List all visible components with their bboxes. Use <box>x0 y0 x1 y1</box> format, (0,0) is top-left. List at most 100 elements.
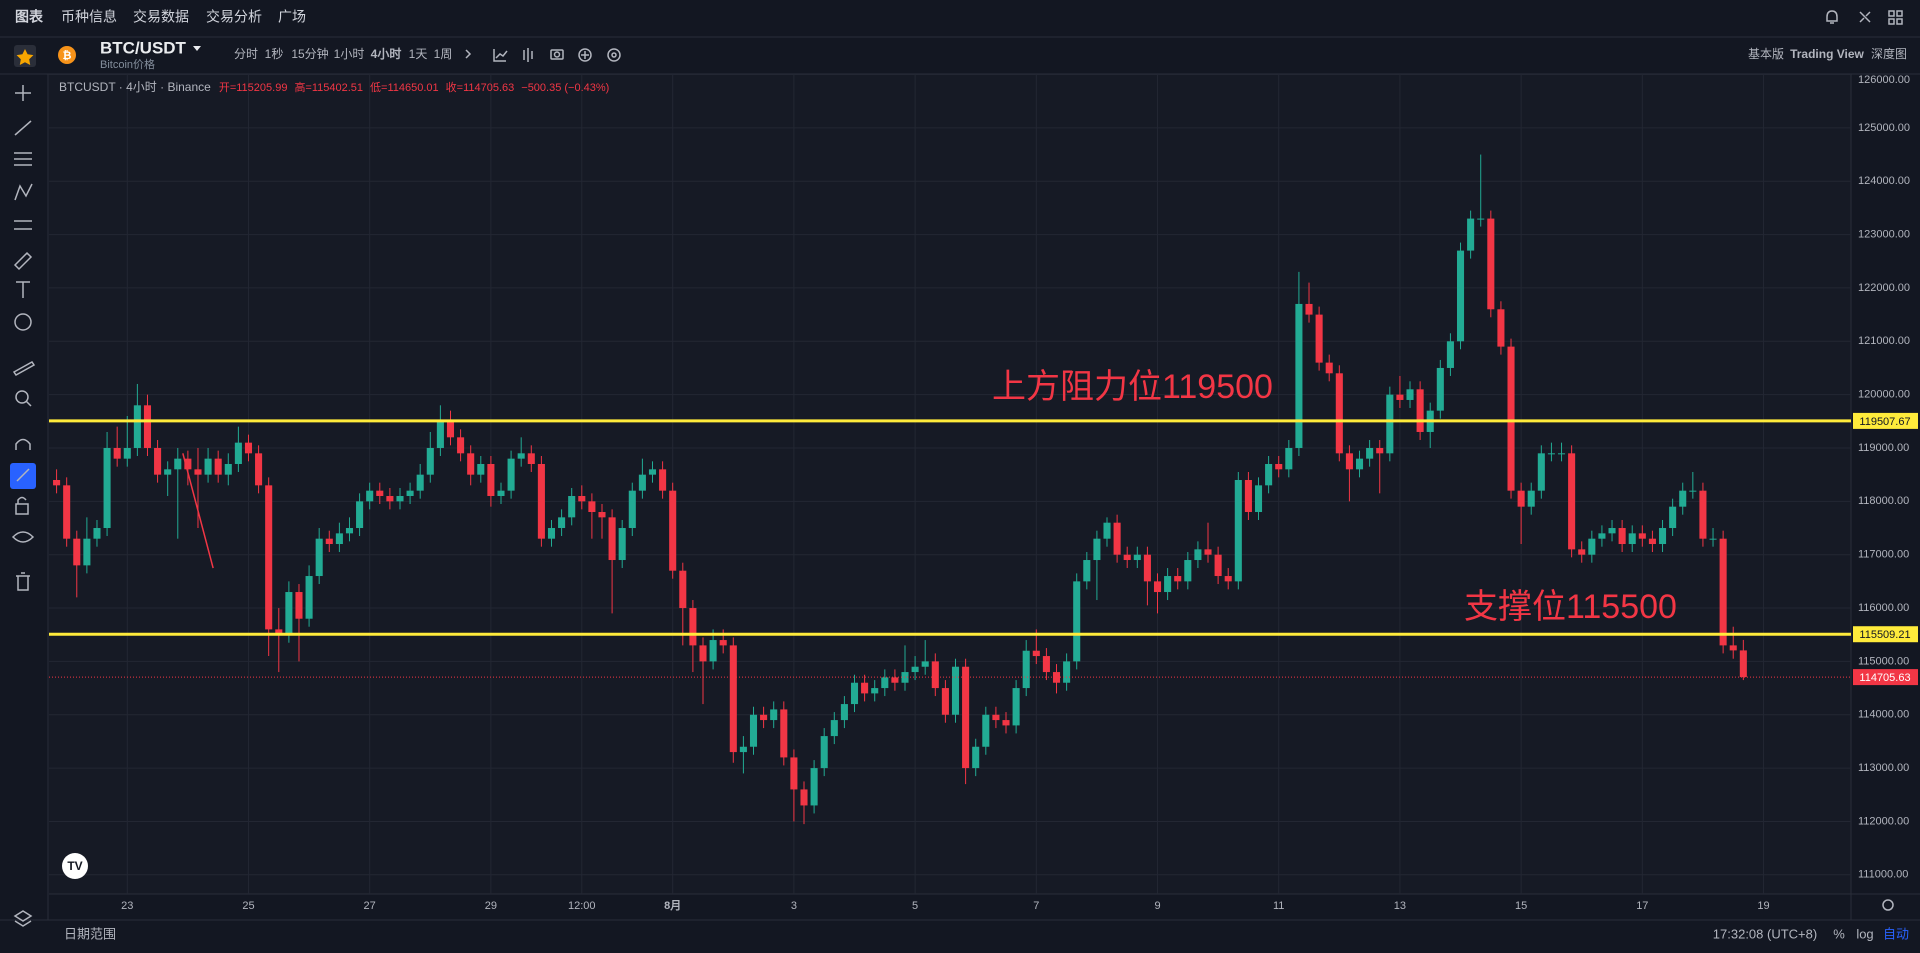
candle-body <box>1487 218 1495 310</box>
candle-body <box>982 714 990 747</box>
nav-tab[interactable]: 广场 <box>278 9 306 25</box>
candle-body <box>1032 650 1040 657</box>
candle-body <box>558 517 566 529</box>
candle-body <box>1224 576 1232 582</box>
interval-button[interactable]: 15分钟 <box>291 46 328 61</box>
view-mode[interactable]: 深度图 <box>1871 46 1907 61</box>
y-tick-label: 125000.00 <box>1858 122 1910 134</box>
candle-body <box>598 512 606 518</box>
candle-body <box>608 517 616 561</box>
y-tick-label: 120000.00 <box>1858 389 1910 401</box>
candle-body <box>1527 490 1535 507</box>
candle-body <box>891 677 899 683</box>
settings-button[interactable] <box>1882 899 1894 911</box>
interval-button[interactable]: 4小时 <box>371 46 402 61</box>
legend-ohlc: 低=114650.01 <box>370 81 439 94</box>
candle-body <box>1325 362 1333 374</box>
legend-ohlc: 收=114705.63 <box>446 80 515 94</box>
candle-body <box>921 661 929 667</box>
candle-body <box>1679 490 1687 507</box>
candle-body <box>547 528 556 539</box>
candle-body <box>770 709 778 721</box>
view-mode[interactable]: 基本版 <box>1748 47 1784 61</box>
candle-body <box>325 538 333 545</box>
price-level-tag <box>1853 626 1918 643</box>
candle-body <box>1335 373 1343 454</box>
candle-body <box>1648 538 1656 545</box>
x-tick-label: 27 <box>364 900 376 912</box>
candle-body <box>729 645 737 753</box>
candle-body <box>527 453 535 464</box>
nav-tab[interactable]: 交易数据 <box>133 9 189 25</box>
candle-body <box>315 538 323 577</box>
auto-button[interactable]: 自动 <box>1883 926 1909 941</box>
candle-body <box>659 469 667 491</box>
interval-button[interactable]: 1小时 <box>334 47 365 61</box>
candle-body <box>638 474 646 491</box>
candle-body <box>63 485 71 539</box>
interval-button[interactable]: 分时 <box>234 47 258 61</box>
date-range[interactable]: 日期范围 <box>64 926 116 941</box>
candle-body <box>366 490 374 502</box>
percent-button[interactable]: % <box>1833 926 1845 941</box>
tv-logo[interactable] <box>62 853 88 879</box>
candle-body <box>1557 453 1566 455</box>
x-tick-label: 17 <box>1636 900 1648 912</box>
candle-body <box>1133 554 1141 561</box>
y-tick-label: 119000.00 <box>1858 442 1909 454</box>
price-level-label: 119507.67 <box>1859 416 1910 428</box>
interval-button[interactable]: 1秒 <box>265 47 284 61</box>
candle-body <box>810 768 818 806</box>
y-tick-label: 123000.00 <box>1858 228 1910 240</box>
x-tick-label: 12:00 <box>568 900 596 912</box>
x-tick-label: 13 <box>1394 900 1406 912</box>
interval-button[interactable]: 1周 <box>434 47 453 61</box>
candle-body <box>1598 533 1606 539</box>
log-button[interactable]: log <box>1856 926 1873 941</box>
top-icons[interactable] <box>1826 10 1903 25</box>
interval-button[interactable]: 1天 <box>409 47 428 61</box>
y-tick-label: 118000.00 <box>1858 495 1909 507</box>
nav-tab[interactable]: 图表 <box>15 9 44 25</box>
candle-body <box>1719 538 1727 646</box>
candle-body <box>1618 528 1626 545</box>
x-tick-label: 15 <box>1515 900 1527 912</box>
clock: 17:32:08 (UTC+8) <box>1713 926 1817 941</box>
candle-body <box>376 490 384 497</box>
candle-body <box>446 421 455 438</box>
drawing-toolbar[interactable] <box>10 85 36 927</box>
x-tick-label: 25 <box>242 900 254 912</box>
symbol-subtitle[interactable]: Bitcoin价格 <box>100 57 155 71</box>
candle-body <box>578 496 586 502</box>
x-tick-label: 3 <box>791 900 797 912</box>
candle-body <box>83 538 91 566</box>
y-tick-label: 115000.00 <box>1858 655 1909 667</box>
nav-tab[interactable]: 交易分析 <box>206 9 262 25</box>
candle-body <box>962 666 970 769</box>
candle-body <box>1497 309 1505 347</box>
candle-body <box>699 645 707 662</box>
candle-body <box>618 528 626 561</box>
candle-body <box>1386 394 1394 454</box>
candle-body <box>1285 447 1293 470</box>
candle-body <box>73 538 81 566</box>
symbol-dropdown[interactable] <box>193 46 201 51</box>
candle-body <box>749 714 758 747</box>
x-tick-label: 7 <box>1033 900 1039 912</box>
candle-body <box>1164 576 1172 593</box>
candle-body <box>1658 528 1667 545</box>
candle-body <box>911 666 919 673</box>
candle-body <box>941 688 949 715</box>
candle-body <box>871 688 879 694</box>
plot <box>49 154 1851 825</box>
view-mode[interactable]: Trading View <box>1790 47 1864 61</box>
symbol[interactable]: BTC/USDT <box>100 38 187 57</box>
candle-body <box>406 490 414 497</box>
plot-area <box>49 74 1851 894</box>
candle-body <box>1275 463 1283 470</box>
candle-body <box>1608 528 1616 534</box>
chart-tools[interactable] <box>465 48 621 62</box>
candle-body <box>1244 479 1252 513</box>
nav-tab[interactable]: 币种信息 <box>61 9 117 25</box>
